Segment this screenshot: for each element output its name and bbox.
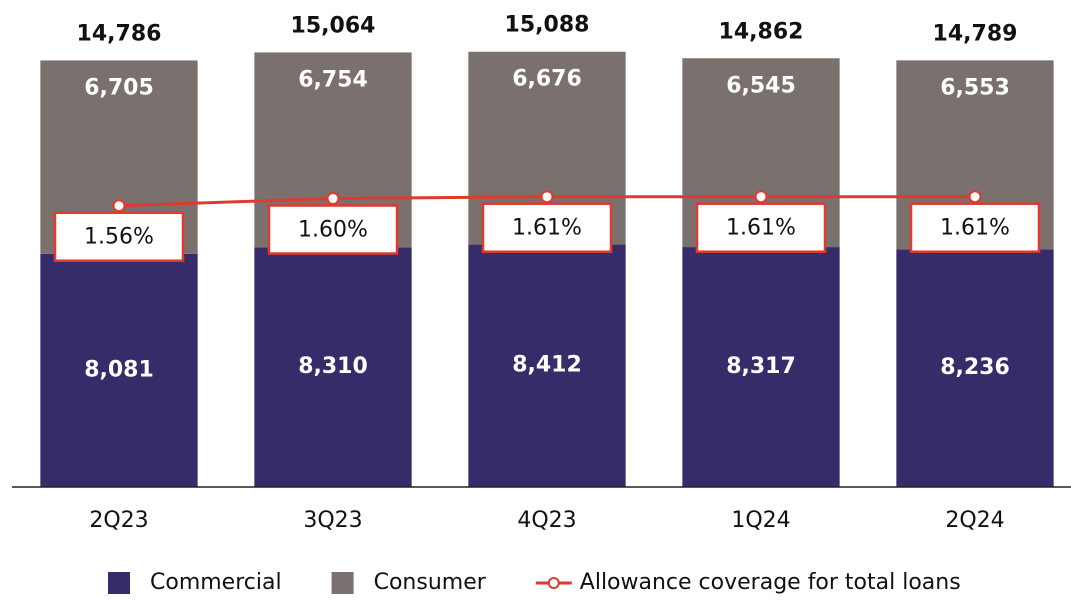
total-label: 14,862 (719, 19, 804, 44)
bar-value-label: 8,317 (726, 354, 796, 379)
legend-label: Consumer (374, 570, 487, 595)
legend-swatch (331, 572, 354, 594)
line-marker (754, 190, 768, 204)
total-label: 15,064 (291, 13, 376, 38)
total-label: 14,789 (933, 21, 1018, 46)
x-tick-label: 2Q23 (89, 508, 148, 533)
x-tick-label: 1Q24 (731, 508, 790, 533)
legend-label: Allowance coverage for total loans (580, 570, 961, 595)
line-value-label: 1.61% (726, 216, 796, 241)
legend-swatch (547, 577, 560, 589)
x-tick-label: 2Q24 (945, 508, 1004, 533)
total-label: 14,786 (77, 21, 162, 46)
line-value-label: 1.61% (940, 216, 1010, 241)
bar-value-label: 6,705 (84, 75, 154, 100)
line-marker (326, 192, 340, 206)
bar-segment (896, 249, 1054, 487)
line-value-label: 1.60% (298, 218, 368, 243)
bar-value-label: 8,081 (84, 357, 154, 382)
bar-value-label: 6,676 (512, 67, 582, 92)
bar-value-label: 6,553 (940, 75, 1010, 100)
bar-segment (254, 247, 412, 487)
x-tick-label: 4Q23 (517, 508, 576, 533)
line-marker (968, 190, 982, 204)
legend-swatch (108, 572, 130, 594)
bar-value-label: 8,412 (512, 353, 582, 378)
line-label-box (481, 202, 613, 253)
line-label-box (267, 204, 399, 255)
x-tick-label: 3Q23 (303, 508, 362, 533)
bar-value-label: 6,754 (298, 67, 368, 92)
line-marker (112, 199, 126, 213)
bar-segment (682, 247, 840, 487)
line-marker (540, 190, 554, 204)
line-value-label: 1.61% (512, 216, 582, 241)
bar-segment (468, 244, 626, 487)
line-label-box (909, 202, 1041, 253)
bar-segment (40, 253, 198, 487)
bar-value-label: 8,310 (298, 354, 368, 379)
line-value-label: 1.56% (84, 225, 154, 250)
legend-label: Commercial (150, 570, 282, 595)
bar-value-label: 8,236 (940, 355, 1010, 380)
bar-value-label: 6,545 (726, 73, 796, 98)
line-label-box (695, 202, 827, 253)
total-label: 15,088 (505, 13, 590, 38)
line-label-box (53, 211, 185, 262)
